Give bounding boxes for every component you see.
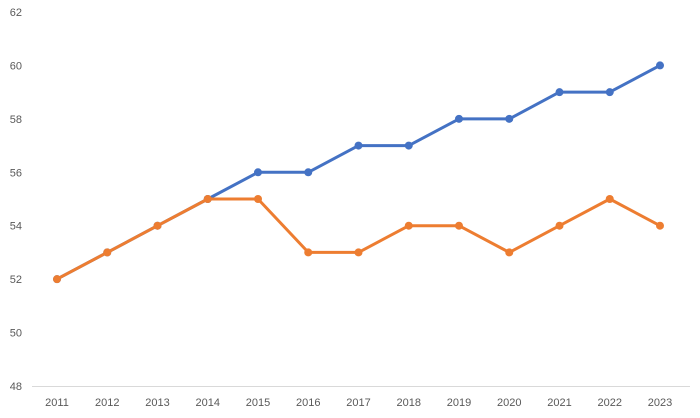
series-2-point: [53, 275, 61, 284]
series-2-point: [656, 221, 664, 230]
y-tick-label: 48: [10, 381, 22, 393]
x-tick-label: 2017: [346, 397, 370, 409]
series-1-point: [555, 88, 564, 97]
x-tick-label: 2021: [547, 397, 571, 409]
series-2-point: [404, 221, 413, 230]
series-2-point: [605, 195, 614, 203]
series-2-point: [505, 248, 514, 257]
x-tick-label: 2013: [145, 397, 169, 409]
x-tick-label: 2016: [296, 397, 320, 409]
series-1-point: [304, 168, 313, 177]
y-tick-label: 52: [10, 274, 22, 286]
series-1-point: [656, 61, 664, 70]
series-2-line: [55, 197, 662, 281]
x-tick-label: 2015: [246, 397, 270, 409]
series-2: [53, 195, 664, 284]
series-1-point: [455, 114, 463, 123]
x-axis-tick-labels: 2011 2012 2013 2014 2015 2016 2017 2018 2019 2020…: [45, 397, 672, 409]
x-tick-label: 2012: [95, 397, 119, 409]
series-2-point: [455, 221, 463, 230]
x-tick-label: 2023: [648, 397, 672, 409]
y-tick-label: 54: [10, 221, 22, 233]
series-2-point: [354, 248, 363, 257]
series-1-point: [505, 114, 514, 123]
series-2-point: [203, 195, 212, 203]
series-layer: [53, 61, 664, 284]
x-tick-label: 2018: [397, 397, 421, 409]
y-tick-label: 62: [10, 7, 22, 19]
series-2-point: [304, 248, 313, 257]
series-2-point: [254, 195, 262, 203]
series-1-line: [55, 63, 662, 281]
series-2-point: [153, 221, 162, 230]
series-1-point: [354, 141, 363, 150]
series-1-point: [254, 168, 262, 177]
y-tick-label: 56: [10, 167, 22, 179]
y-tick-label: 50: [10, 328, 22, 340]
series-2-point: [555, 221, 564, 230]
x-tick-label: 2011: [45, 397, 69, 409]
x-tick-label: 2022: [598, 397, 622, 409]
y-tick-label: 58: [10, 114, 22, 126]
x-tick-label: 2014: [196, 397, 220, 409]
x-tick-label: 2020: [497, 397, 521, 409]
y-tick-label: 60: [10, 60, 22, 72]
series-1-point: [404, 141, 413, 150]
y-axis-tick-labels: 48 50 52 54 56 58 60 62: [10, 7, 22, 393]
x-tick-label: 2019: [447, 397, 471, 409]
series-1-point: [605, 88, 614, 97]
series-2-point: [103, 248, 112, 257]
